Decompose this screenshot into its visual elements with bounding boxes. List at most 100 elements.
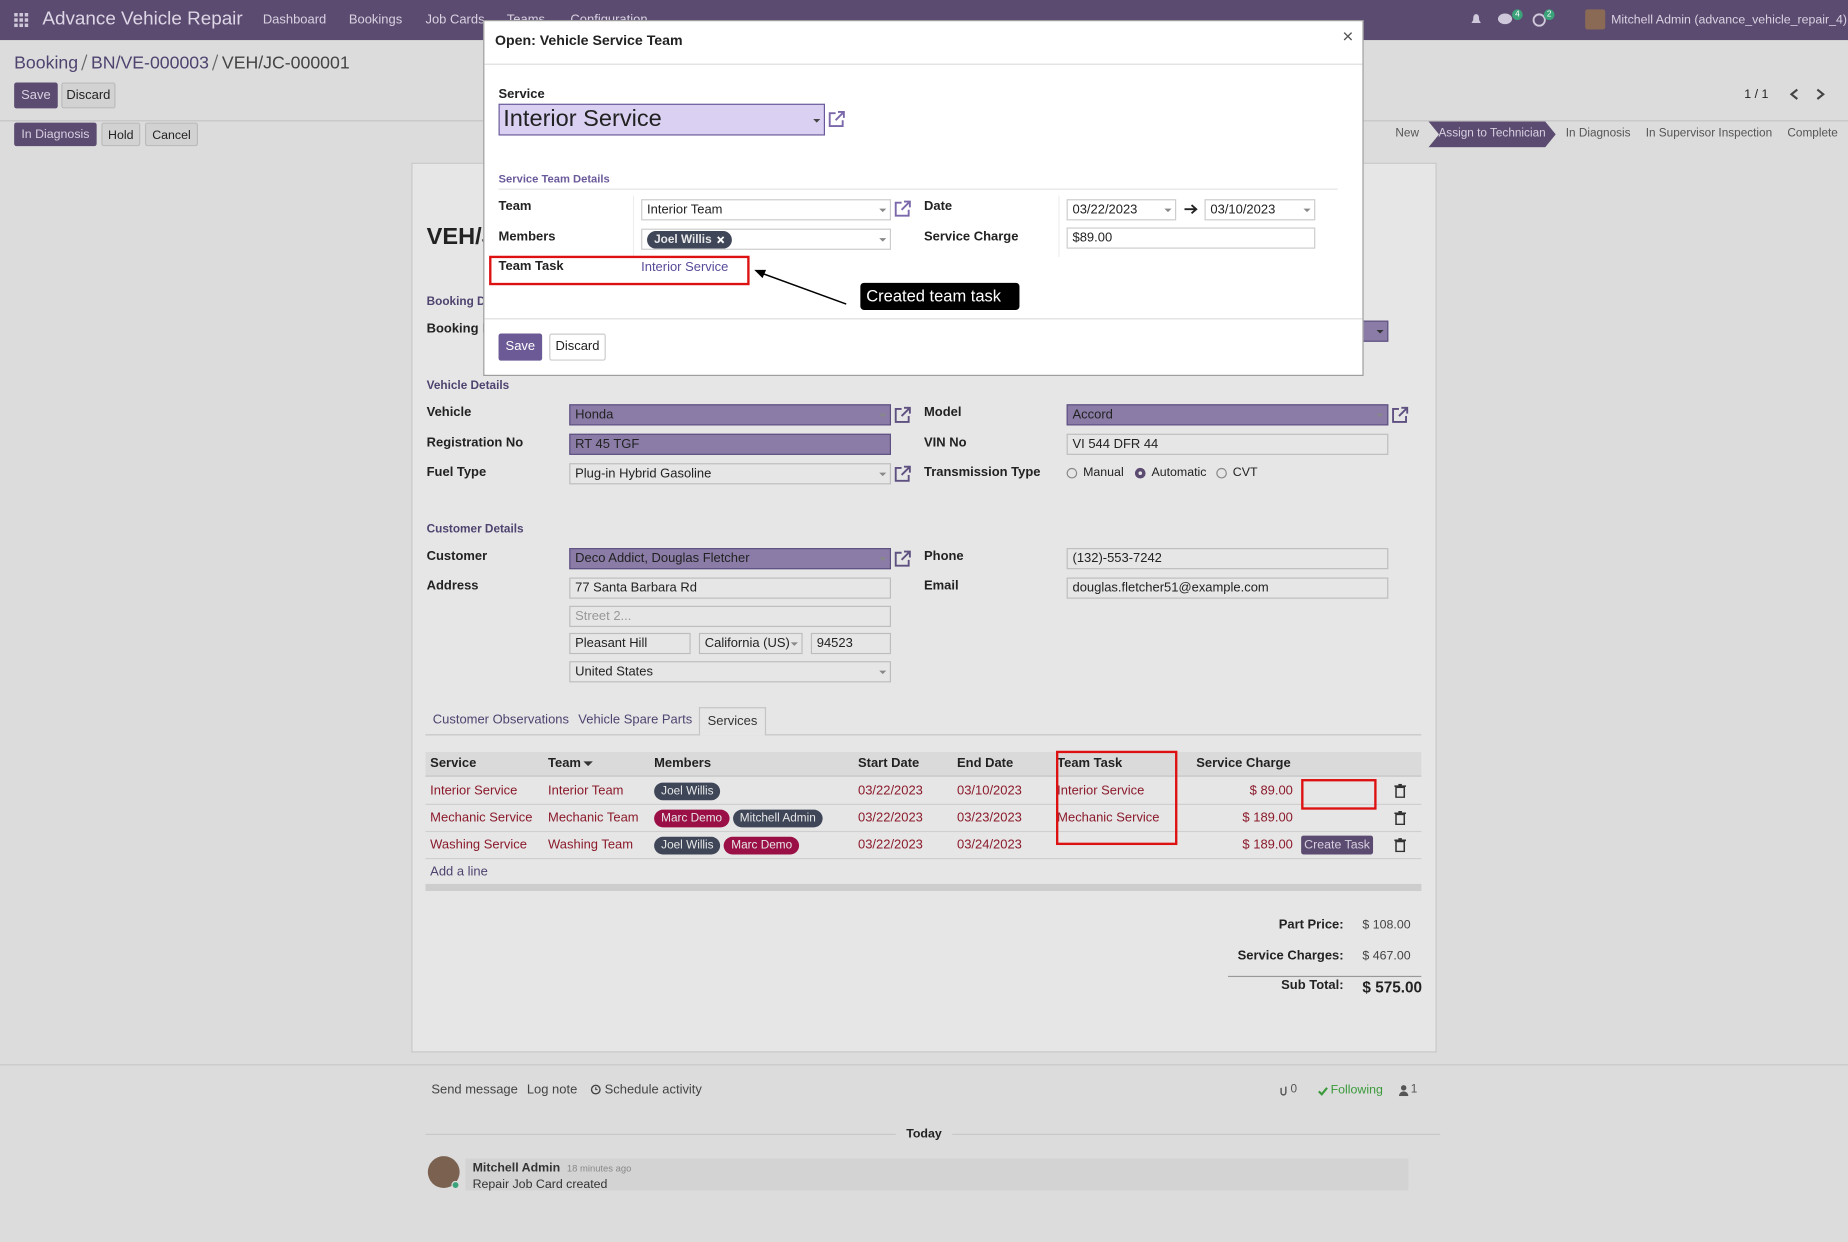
date-end-input[interactable]: 03/10/2023 [1204,199,1316,221]
vin-input[interactable]: VI 544 DFR 44 [1066,433,1389,455]
chatter-button[interactable]: Send message [431,1083,518,1098]
menu-item[interactable]: Dashboard [262,12,327,28]
add-line-link[interactable]: Add a line [430,865,488,880]
notebook-tab[interactable]: Vehicle Spare Parts [578,713,693,728]
column-header[interactable]: Members [654,756,712,771]
create-task-button[interactable]: Create Task [1301,835,1374,855]
status-stage[interactable]: In Supervisor Inspection [1645,127,1773,141]
cell-team-task[interactable]: Mechanic Service [1057,810,1160,825]
cell-service[interactable]: Interior Service [430,783,518,798]
column-header[interactable]: End Date [956,756,1014,771]
cell-service[interactable]: Washing Service [430,837,527,853]
external-link-icon[interactable] [893,549,912,568]
team-input[interactable]: Interior Team [641,199,891,221]
column-header[interactable]: Team Task [1057,756,1123,771]
external-link-icon-glyph [894,406,911,423]
save-button[interactable]: Save [14,82,58,109]
cell-team-task[interactable]: Interior Service [1057,783,1145,798]
notebook-tab[interactable]: Services [698,707,767,736]
total-label: Part Price: [1278,918,1344,933]
cell-start-date[interactable]: 03/22/2023 [857,837,923,853]
customer-input[interactable]: Deco Addict, Douglas Fletcher [569,548,891,570]
external-link-icon[interactable] [827,110,846,129]
state-input[interactable]: California (US) [698,632,803,655]
cell-team[interactable]: Mechanic Team [548,810,639,825]
dropdown-caret [813,119,821,126]
notebook-tab[interactable]: Customer Observations [432,713,569,728]
external-link-icon[interactable] [1391,405,1410,424]
delete-icon[interactable] [1394,811,1407,826]
message-author[interactable]: Mitchell Admin [472,1160,561,1176]
email-input[interactable]: douglas.fletcher51@example.com [1066,577,1389,599]
city-input[interactable]: Pleasant Hill [569,632,691,655]
attachment-icon-glyph [1280,1086,1287,1096]
service-input[interactable]: Interior Service [498,103,825,136]
cell-service[interactable]: Mechanic Service [430,810,533,825]
activity-icon[interactable] [1532,13,1546,27]
chatter-button[interactable]: Schedule activity [604,1083,702,1098]
street2-input[interactable]: Street 2... [569,605,891,627]
cell-start-date[interactable]: 03/22/2023 [857,810,923,825]
delete-icon[interactable] [1394,783,1407,799]
delete-icon-glyph [1394,811,1407,826]
phone-input[interactable]: (132)-553-7242 [1066,548,1389,570]
dialog-save-button[interactable]: Save [498,333,543,361]
cell-team[interactable]: Washing Team [548,837,634,853]
street-input[interactable]: 77 Santa Barbara Rd [569,577,891,599]
cell-start-date[interactable]: 03/22/2023 [857,783,923,798]
remove-tag[interactable] [716,235,725,243]
external-link-icon[interactable] [893,464,912,483]
service-charge-input[interactable]: $89.00 [1066,227,1316,249]
column-header[interactable]: Start Date [857,756,920,771]
external-link-icon[interactable] [893,199,912,218]
menu-item[interactable]: Bookings [348,12,403,28]
cell-team[interactable]: Interior Team [548,783,624,798]
user-avatar[interactable] [1585,9,1606,30]
breadcrumb-item[interactable]: Booking [14,52,79,73]
chatter-button[interactable]: Log note [526,1083,578,1098]
status-action-button[interactable]: Cancel [144,122,198,147]
followers-count[interactable]: 1 [1410,1083,1418,1097]
column-header[interactable]: Team [548,756,581,771]
zip-input[interactable]: 94523 [810,632,891,655]
menu-item[interactable]: Job Cards [425,12,485,28]
team-task-link[interactable]: Interior Service [641,260,729,275]
discard-button[interactable]: Discard [61,82,116,109]
fuel-input[interactable]: Plug-in Hybrid Gasoline [569,463,891,485]
delete-icon[interactable] [1394,838,1407,853]
status-stage[interactable]: In Diagnosis [1565,127,1631,141]
apps-icon-glyph [14,12,29,28]
column-header[interactable]: Service [430,756,477,771]
dialog-close[interactable]: × [1342,27,1354,48]
radio-button[interactable] [1134,467,1146,479]
status-action-button[interactable]: Hold [101,122,141,147]
follow-button[interactable]: Following [1330,1083,1383,1098]
members-input[interactable]: Joel Willis [641,228,891,250]
status-action-button[interactable]: In Diagnosis [14,122,97,147]
status-stage[interactable]: New [1395,127,1419,141]
external-link-icon[interactable] [893,405,912,424]
cell-end-date[interactable]: 03/24/2023 [956,837,1022,853]
status-stage[interactable]: Complete [1787,127,1838,141]
cell-end-date[interactable]: 03/23/2023 [956,810,1022,825]
pager-prev[interactable] [1789,88,1800,100]
attachment-count[interactable]: 0 [1290,1083,1298,1097]
pager-next[interactable] [1815,88,1826,100]
date-start-input[interactable]: 03/22/2023 [1066,199,1177,221]
dropdown-caret [1164,208,1172,216]
breadcrumb-item[interactable]: BN/VE-000003 [91,52,209,73]
registration-input[interactable]: RT 45 TGF [569,433,891,455]
model-input[interactable]: Accord [1066,404,1389,426]
dialog-discard-button[interactable]: Discard [549,333,606,361]
apps-icon[interactable] [14,12,29,28]
user-name[interactable]: Mitchell Admin (advance_vehicle_repair_4… [1611,12,1848,28]
country-input[interactable]: United States [569,661,891,683]
radio-button[interactable] [1066,467,1078,479]
status-stage[interactable]: Assign to Technician [1428,121,1555,147]
vehicle-input[interactable]: Honda [569,404,891,426]
notification-icon[interactable] [1470,13,1483,26]
messaging-icon[interactable] [1497,13,1513,26]
column-header[interactable]: Service Charge [1196,756,1291,771]
radio-button[interactable] [1216,467,1227,479]
cell-end-date[interactable]: 03/10/2023 [956,783,1022,798]
